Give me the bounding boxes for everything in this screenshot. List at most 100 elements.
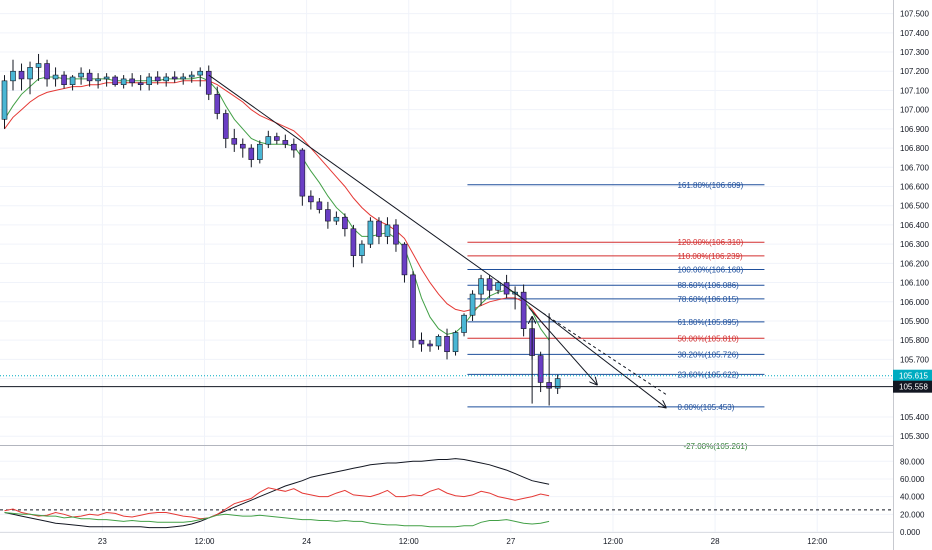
- fib-level-label: 88.60%(106.086): [677, 281, 739, 290]
- candle-bear: [171, 76, 178, 80]
- indicator-lines: [0, 458, 893, 529]
- fib-level-label: 0.00%(105.453): [677, 403, 734, 412]
- indicator-green-line: [4, 512, 550, 528]
- candle-bull: [10, 70, 16, 82]
- candle-bull: [69, 76, 76, 85]
- time-tick-label: 28: [711, 537, 720, 546]
- current-price-value: 105.615: [899, 372, 928, 381]
- candle-bear: [18, 70, 25, 80]
- price-tick-label: 105.800: [900, 336, 929, 345]
- fib-level-label: 23.60%(105.622): [677, 370, 739, 379]
- price-tick-label: 105.700: [900, 355, 929, 364]
- candle-bull: [146, 76, 152, 85]
- candle-bear: [427, 343, 433, 347]
- candle-bull: [367, 220, 374, 245]
- candle-bear: [205, 70, 212, 95]
- price-tick-label: 107.000: [900, 106, 929, 115]
- candle-bear: [222, 113, 229, 139]
- candle-bear: [350, 228, 357, 256]
- candle-bull: [163, 76, 169, 82]
- time-tick-label: 24: [302, 537, 311, 546]
- time-tick-label: 12:00: [399, 537, 420, 546]
- time-tick-label: 12:00: [194, 537, 215, 546]
- price-tick-label: 106.700: [900, 163, 929, 172]
- candle-bull: [461, 314, 467, 333]
- time-tick-label: 23: [98, 537, 107, 546]
- candle-bull: [27, 67, 33, 80]
- price-tick-label: 106.500: [900, 202, 929, 211]
- time-tick-label: 12:00: [807, 537, 828, 546]
- candle-bear: [401, 243, 408, 276]
- candle-bear: [112, 76, 118, 85]
- candle-bear: [86, 72, 93, 82]
- trendline-drawings[interactable]: [208, 74, 669, 407]
- candle-bear: [214, 93, 221, 114]
- indicator-tick-label: 20.000: [900, 510, 925, 519]
- candle-bull: [120, 78, 127, 85]
- candle-bear: [137, 82, 144, 85]
- candle-bull: [103, 76, 110, 80]
- price-tick-label: 106.800: [900, 144, 929, 153]
- price-tick-label: 106.200: [900, 259, 929, 268]
- trendline-dashed: [542, 312, 669, 397]
- moving-averages: [4, 76, 550, 341]
- candle-bear: [546, 382, 552, 389]
- price-axis-bg: [893, 0, 932, 550]
- price-tick-label: 106.600: [900, 183, 929, 192]
- price-tick-label: 107.100: [900, 86, 929, 95]
- candle-bear: [342, 216, 348, 230]
- candle-bear: [316, 201, 323, 210]
- candle-bull: [384, 224, 391, 237]
- candle-bull: [452, 332, 459, 353]
- price-tick-label: 107.300: [900, 48, 929, 57]
- fib-level-label: 100.00%(106.168): [677, 265, 743, 274]
- ma-short-line: [4, 76, 550, 341]
- candle-bear: [486, 278, 493, 291]
- trendline-main: [208, 74, 544, 314]
- indicator-tick-label: 0.000: [900, 528, 921, 537]
- candle-bear: [308, 195, 314, 203]
- fib-level-label: 50.00%(105.810): [677, 334, 739, 343]
- candle-bull: [469, 293, 476, 316]
- candle-bull: [435, 336, 442, 347]
- candle-bull: [180, 76, 187, 80]
- candle-bear: [129, 78, 135, 84]
- price-tick-label: 107.200: [900, 67, 929, 76]
- candle-bear: [325, 209, 331, 222]
- time-axis[interactable]: 23 12:00 24 12:00 27 12:00 28 12:00: [98, 537, 828, 546]
- candle-bull: [78, 72, 84, 78]
- candle-bull: [95, 78, 101, 82]
- indicator-tick-label: 80.000: [900, 457, 925, 466]
- fib-level-label: 61.80%(105.895): [677, 318, 739, 327]
- price-tick-label: 106.400: [900, 221, 929, 230]
- price-axis[interactable]: 107.500 107.400 107.300 107.200 107.100 107.0…: [893, 0, 932, 550]
- main-pane[interactable]: 161.80%(106.609) 120.00%(106.310) 110.00%(…: [0, 0, 893, 532]
- candle-bear: [410, 274, 416, 341]
- candle-bull: [495, 282, 501, 291]
- fib-level-label: 120.00%(106.310): [677, 238, 743, 247]
- indicator-axis[interactable]: 80.000 60.000 40.000 20.000 0.000: [900, 457, 925, 537]
- indicator-pane[interactable]: [0, 445, 893, 533]
- candle-bear: [274, 136, 280, 141]
- fib-level-label: 161.80%(106.609): [677, 181, 743, 190]
- price-tick-label: 105.400: [900, 413, 929, 422]
- trendline-arrow-long: [542, 312, 666, 407]
- price-tick-label: 106.000: [900, 298, 929, 307]
- candle-bull: [333, 216, 340, 222]
- crosshair-price-value: 105.558: [899, 383, 928, 392]
- price-tick-label: 107.500: [900, 10, 929, 19]
- fibonacci-extension[interactable]: 161.80%(106.609) 120.00%(106.310) 110.00%(…: [467, 181, 765, 451]
- candle-bear: [393, 224, 399, 245]
- candle-bear: [291, 143, 297, 151]
- candle-bear: [44, 63, 50, 80]
- candle-bull: [35, 63, 42, 68]
- price-lines: [0, 375, 893, 388]
- fib-level-label: 78.60%(106.015): [677, 295, 739, 304]
- candle-bull: [188, 74, 195, 78]
- crosshair-price-tag: [893, 380, 932, 393]
- candle-bull: [256, 143, 263, 160]
- fib-partial-label: -27.00%(105.261): [683, 442, 747, 451]
- candle-bear: [231, 138, 238, 145]
- candle-bear: [537, 355, 544, 383]
